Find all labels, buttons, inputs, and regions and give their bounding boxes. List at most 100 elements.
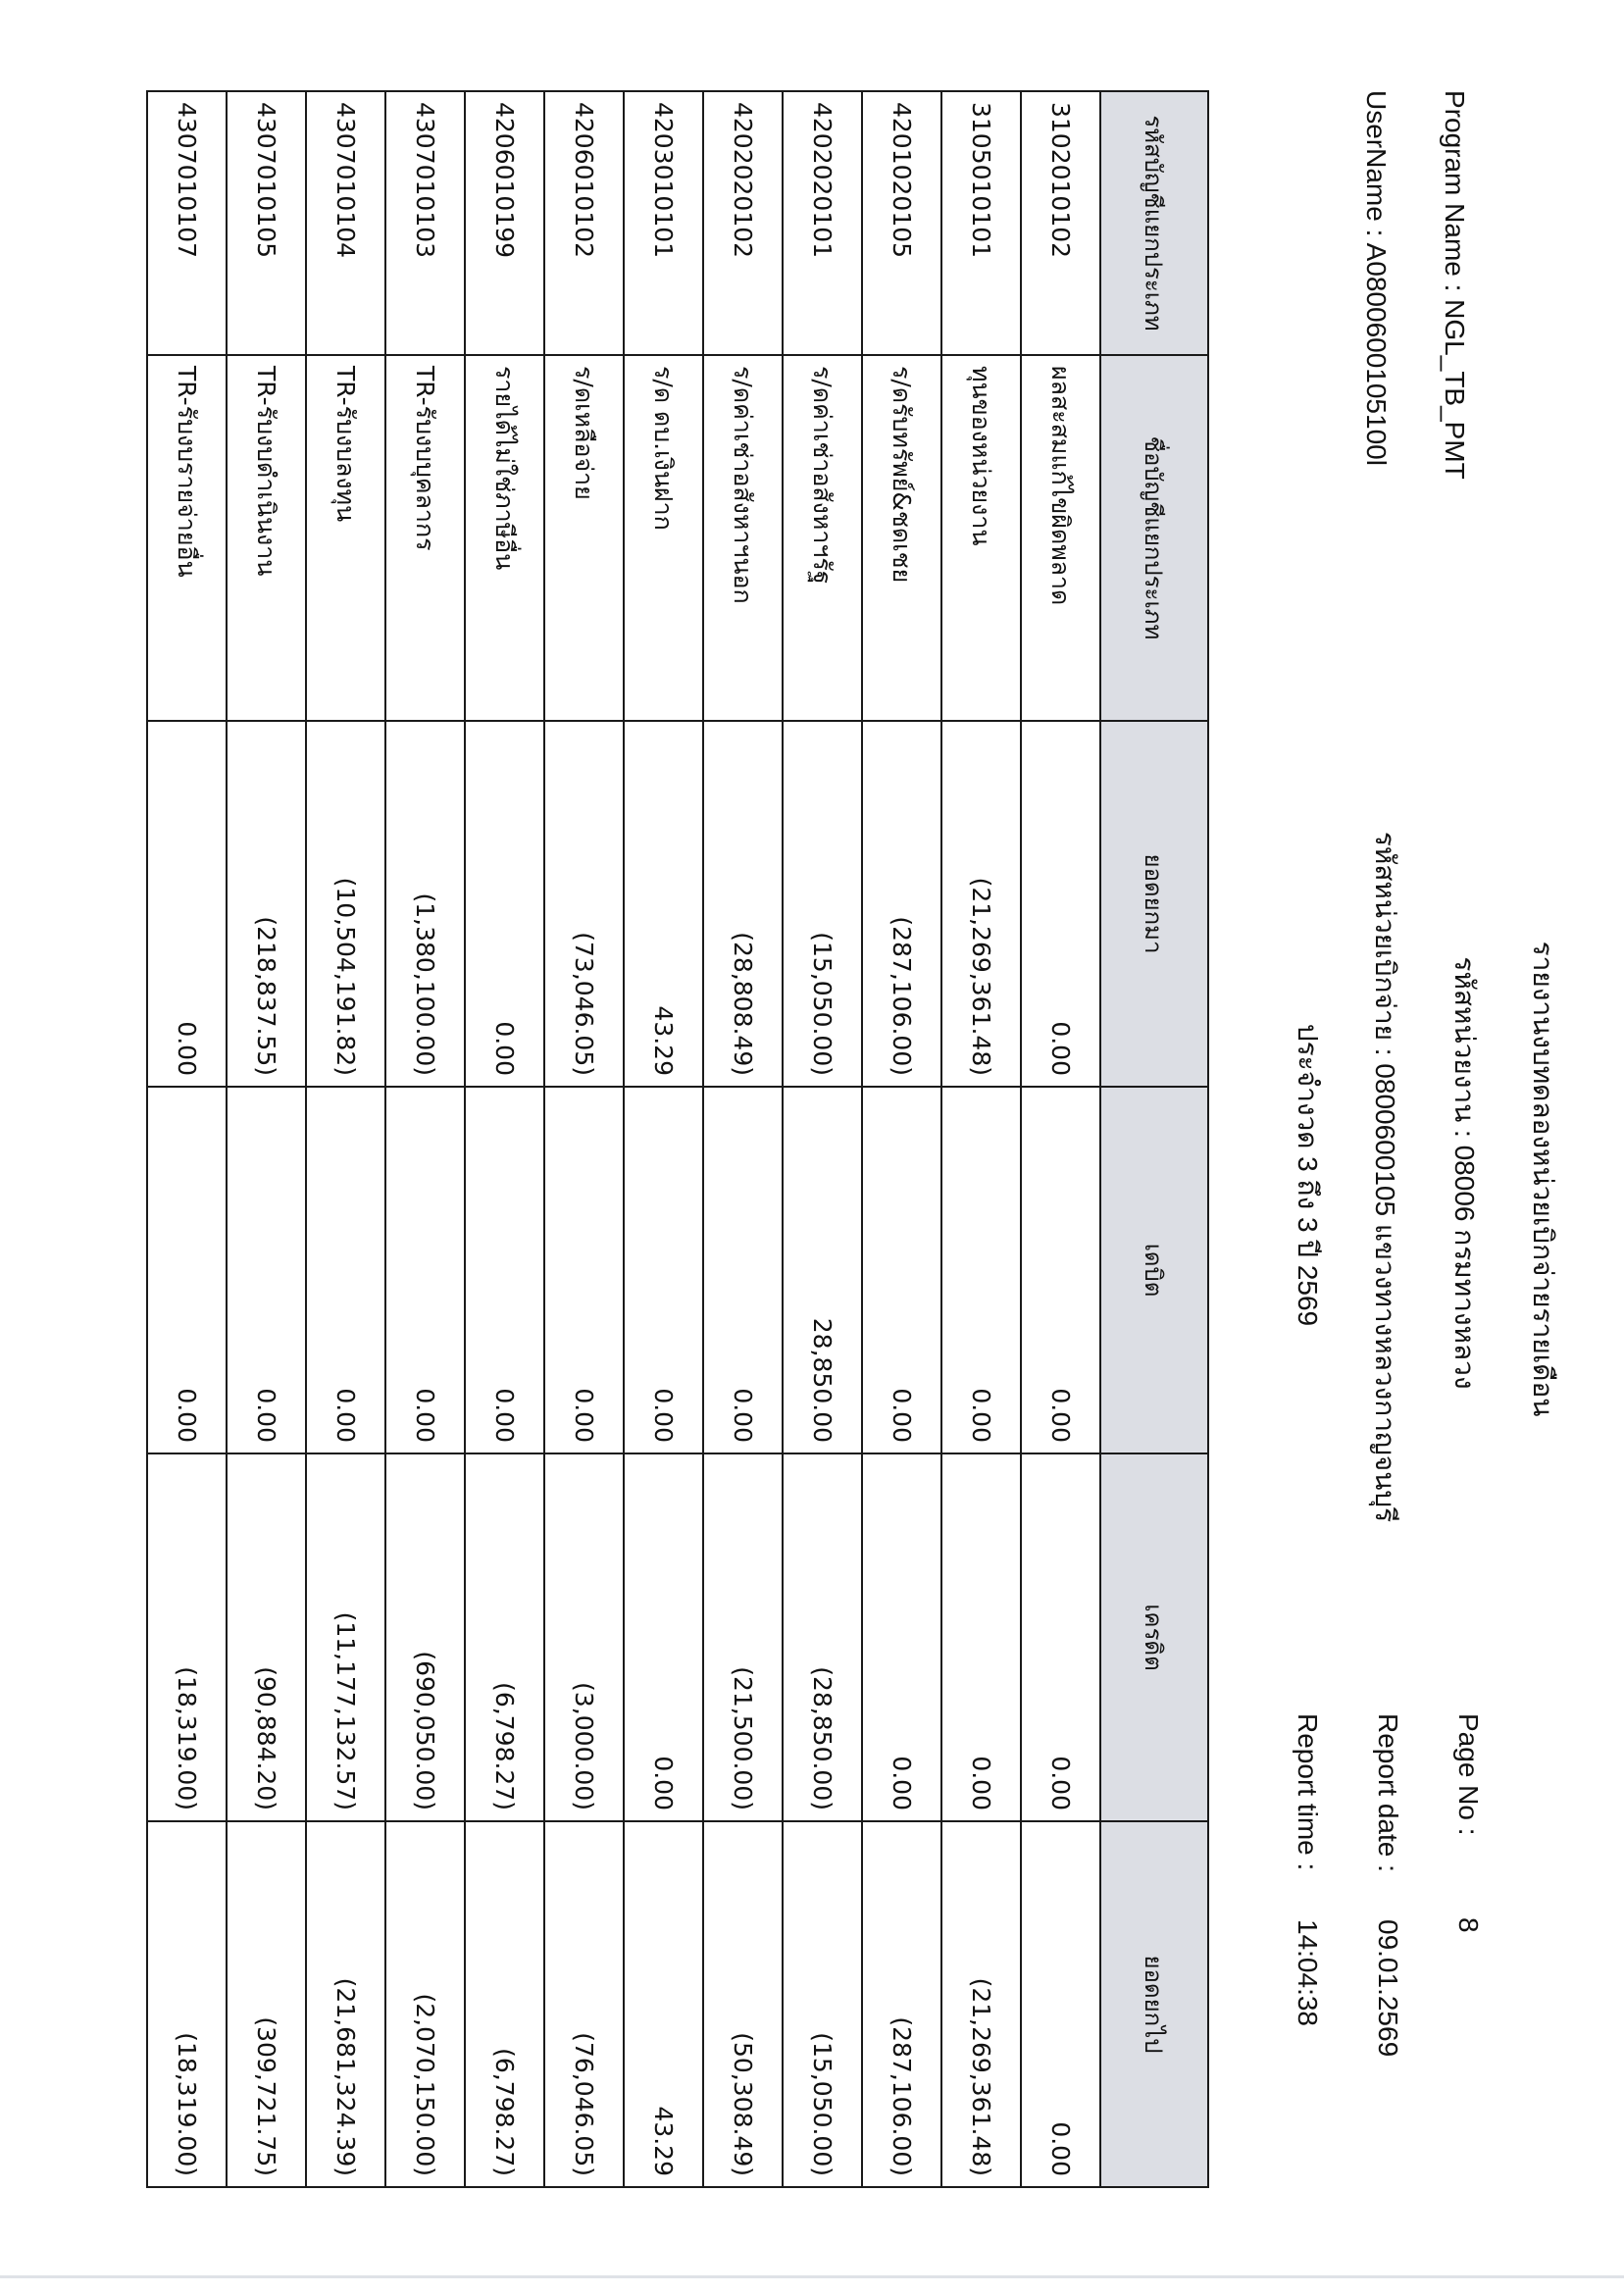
cell-credit: (3,000.00): [544, 1453, 624, 1821]
cell-credit: (28,850.00): [783, 1453, 862, 1821]
cell-closing-balance: (15,050.00): [783, 1821, 862, 2187]
page-no-label: Page No :: [1453, 1713, 1484, 1836]
cell-account-code: 4307010107: [147, 91, 227, 355]
cell-account-name: TR-รับงบลงทุน: [306, 355, 385, 721]
cell-opening-balance: (1,380,100.00): [385, 721, 465, 1087]
cell-debit: 0.00: [465, 1087, 544, 1453]
cell-credit: (6,798.27): [465, 1453, 544, 1821]
cell-closing-balance: 0.00: [1021, 1821, 1100, 2187]
cell-debit: 0.00: [385, 1087, 465, 1453]
cell-account-code: 4206010199: [465, 91, 544, 355]
cell-account-name: ร/ด ดบ.เงินฝาก: [624, 355, 703, 721]
trial-balance-table: รหัสบัญชีแยกประเภท ชื่อบัญชีแยกประเภท ยอ…: [146, 90, 1209, 2188]
cell-debit: 0.00: [703, 1087, 783, 1453]
cell-account-name: ผลสะสมแก้ไขผิดพลาด: [1021, 355, 1100, 721]
cell-closing-balance: (18,319.00): [147, 1821, 227, 2187]
cell-closing-balance: (6,798.27): [465, 1821, 544, 2187]
table-row: 4307010104 TR-รับงบลงทุน (10,504,191.82) 0.…: [306, 91, 385, 2187]
cell-debit: 0.00: [862, 1087, 941, 1453]
table-row: 4203010101 ร/ด ดบ.เงินฝาก 43.29 0.00 0.00 43.…: [624, 91, 703, 2187]
cell-account-code: 4201020105: [862, 91, 941, 355]
cell-closing-balance: (50,308.49): [703, 1821, 783, 2187]
cell-opening-balance: 0.00: [147, 721, 227, 1087]
scan-edge-line: [0, 2275, 1624, 2278]
col-header-credit: เครดิต: [1100, 1453, 1208, 1821]
program-name: Program Name : NGL_TB_PMT: [1440, 90, 1470, 480]
cell-opening-balance: (218,837.55): [227, 721, 306, 1087]
cell-closing-balance: 43.29: [624, 1821, 703, 2187]
cell-debit: 0.00: [306, 1087, 385, 1453]
report-time-value: 14:04:38: [1293, 1919, 1323, 2026]
cell-credit: 0.00: [862, 1453, 941, 1821]
cell-account-code: 4202020102: [703, 91, 783, 355]
cell-account-name: ร/ดค่าเช่าอสังหาฯนอก: [703, 355, 783, 721]
table-row: 3105010101 ทุนของหน่วยงาน (21,269,361.48) 0…: [941, 91, 1021, 2187]
cell-account-name: TR-รับงบรายจ่ายอื่น: [147, 355, 227, 721]
report-date-value: 09.01.2569: [1373, 1919, 1403, 2058]
cell-debit: 0.00: [1021, 1087, 1100, 1453]
col-header-account-name: ชื่อบัญชีแยกประเภท: [1100, 355, 1208, 721]
username: UserName : A0800600105100l: [1361, 90, 1392, 466]
table-row: 4206010102 ร/ดเหลือจ่าย (73,046.05) 0.00 (3,…: [544, 91, 624, 2187]
agency-code: รหัสหน่วยงาน : 08006 กรมทางหลวง: [1449, 956, 1480, 1390]
cell-credit: 0.00: [941, 1453, 1021, 1821]
cell-opening-balance: (21,269,361.48): [941, 721, 1021, 1087]
cell-account-name: รายได้ไม่ใช่ภาษีอื่น: [465, 355, 544, 721]
cell-credit: 0.00: [1021, 1453, 1100, 1821]
table-row: 4206010199 รายได้ไม่ใช่ภาษีอื่น 0.00 0.00 (6…: [465, 91, 544, 2187]
table-row: 4307010105 TR-รับงบดำเนินงาน (218,837.55) 0…: [227, 91, 306, 2187]
table-row: 4201020105 ร/ดรับทรัพย์&ชดเชย (287,106.00)…: [862, 91, 941, 2187]
cell-credit: 0.00: [624, 1453, 703, 1821]
cell-closing-balance: (309,721.75): [227, 1821, 306, 2187]
col-header-closing: ยอดยกไป: [1100, 1821, 1208, 2187]
table-header-row: รหัสบัญชีแยกประเภท ชื่อบัญชีแยกประเภท ยอ…: [1100, 91, 1208, 2187]
cell-account-code: 4202020101: [783, 91, 862, 355]
cell-credit: (90,884.20): [227, 1453, 306, 1821]
cell-account-code: 4203010101: [624, 91, 703, 355]
col-header-debit: เดบิต: [1100, 1087, 1208, 1453]
table-row: 4307010107 TR-รับงบรายจ่ายอื่น 0.00 0.00 (18…: [147, 91, 227, 2187]
cell-opening-balance: 0.00: [465, 721, 544, 1087]
cell-opening-balance: (15,050.00): [783, 721, 862, 1087]
cell-account-code: 4307010103: [385, 91, 465, 355]
cell-debit: 28,850.00: [783, 1087, 862, 1453]
cell-account-name: ร/ดรับทรัพย์&ชดเชย: [862, 355, 941, 721]
cell-opening-balance: 43.29: [624, 721, 703, 1087]
col-header-account-code: รหัสบัญชีแยกประเภท: [1100, 91, 1208, 355]
cell-account-code: 3102010102: [1021, 91, 1100, 355]
cell-account-code: 4307010105: [227, 91, 306, 355]
cell-account-name: TR-รับงบบุคลากร: [385, 355, 465, 721]
cell-debit: 0.00: [624, 1087, 703, 1453]
cell-closing-balance: (76,046.05): [544, 1821, 624, 2187]
cell-credit: (18,319.00): [147, 1453, 227, 1821]
cell-opening-balance: (73,046.05): [544, 721, 624, 1087]
cell-opening-balance: 0.00: [1021, 721, 1100, 1087]
report-date-label: Report date :: [1373, 1713, 1403, 1872]
cell-account-code: 4206010102: [544, 91, 624, 355]
cell-account-code: 4307010104: [306, 91, 385, 355]
cell-credit: (21,500.00): [703, 1453, 783, 1821]
cell-opening-balance: (10,504,191.82): [306, 721, 385, 1087]
disbursement-unit: รหัสหน่วยเบิกจ่าย : 0800600105 แขวงทางหล…: [1370, 831, 1400, 1523]
cell-account-name: ร/ดค่าเช่าอสังหาฯรัฐ: [783, 355, 862, 721]
report-time-label: Report time :: [1293, 1713, 1323, 1871]
table-row: 4307010103 TR-รับงบบุคลากร (1,380,100.00) 0…: [385, 91, 465, 2187]
cell-closing-balance: (287,106.00): [862, 1821, 941, 2187]
cell-account-name: ทุนของหน่วยงาน: [941, 355, 1021, 721]
table-row: 4202020102 ร/ดค่าเช่าอสังหาฯนอก (28,808.49…: [703, 91, 783, 2187]
col-header-opening: ยอดยกมา: [1100, 721, 1208, 1087]
cell-credit: (690,050.00): [385, 1453, 465, 1821]
cell-account-code: 3105010101: [941, 91, 1021, 355]
cell-debit: 0.00: [147, 1087, 227, 1453]
page-no-value: 8: [1453, 1917, 1484, 1933]
table-row: 4202020101 ร/ดค่าเช่าอสังหาฯรัฐ (15,050.00…: [783, 91, 862, 2187]
cell-closing-balance: (21,269,361.48): [941, 1821, 1021, 2187]
cell-opening-balance: (28,808.49): [703, 721, 783, 1087]
table-row: 3102010102 ผลสะสมแก้ไขผิดพลาด 0.00 0.00 0.00…: [1021, 91, 1100, 2187]
cell-account-name: TR-รับงบดำเนินงาน: [227, 355, 306, 721]
cell-debit: 0.00: [227, 1087, 306, 1453]
report-period: ประจำงวด 3 ถึง 3 ปี 2569: [1293, 1023, 1323, 1327]
cell-opening-balance: (287,106.00): [862, 721, 941, 1087]
report-title: รายงานงบทดลองหน่วยเบิกจ่ายรายเดือน: [1528, 941, 1558, 1417]
